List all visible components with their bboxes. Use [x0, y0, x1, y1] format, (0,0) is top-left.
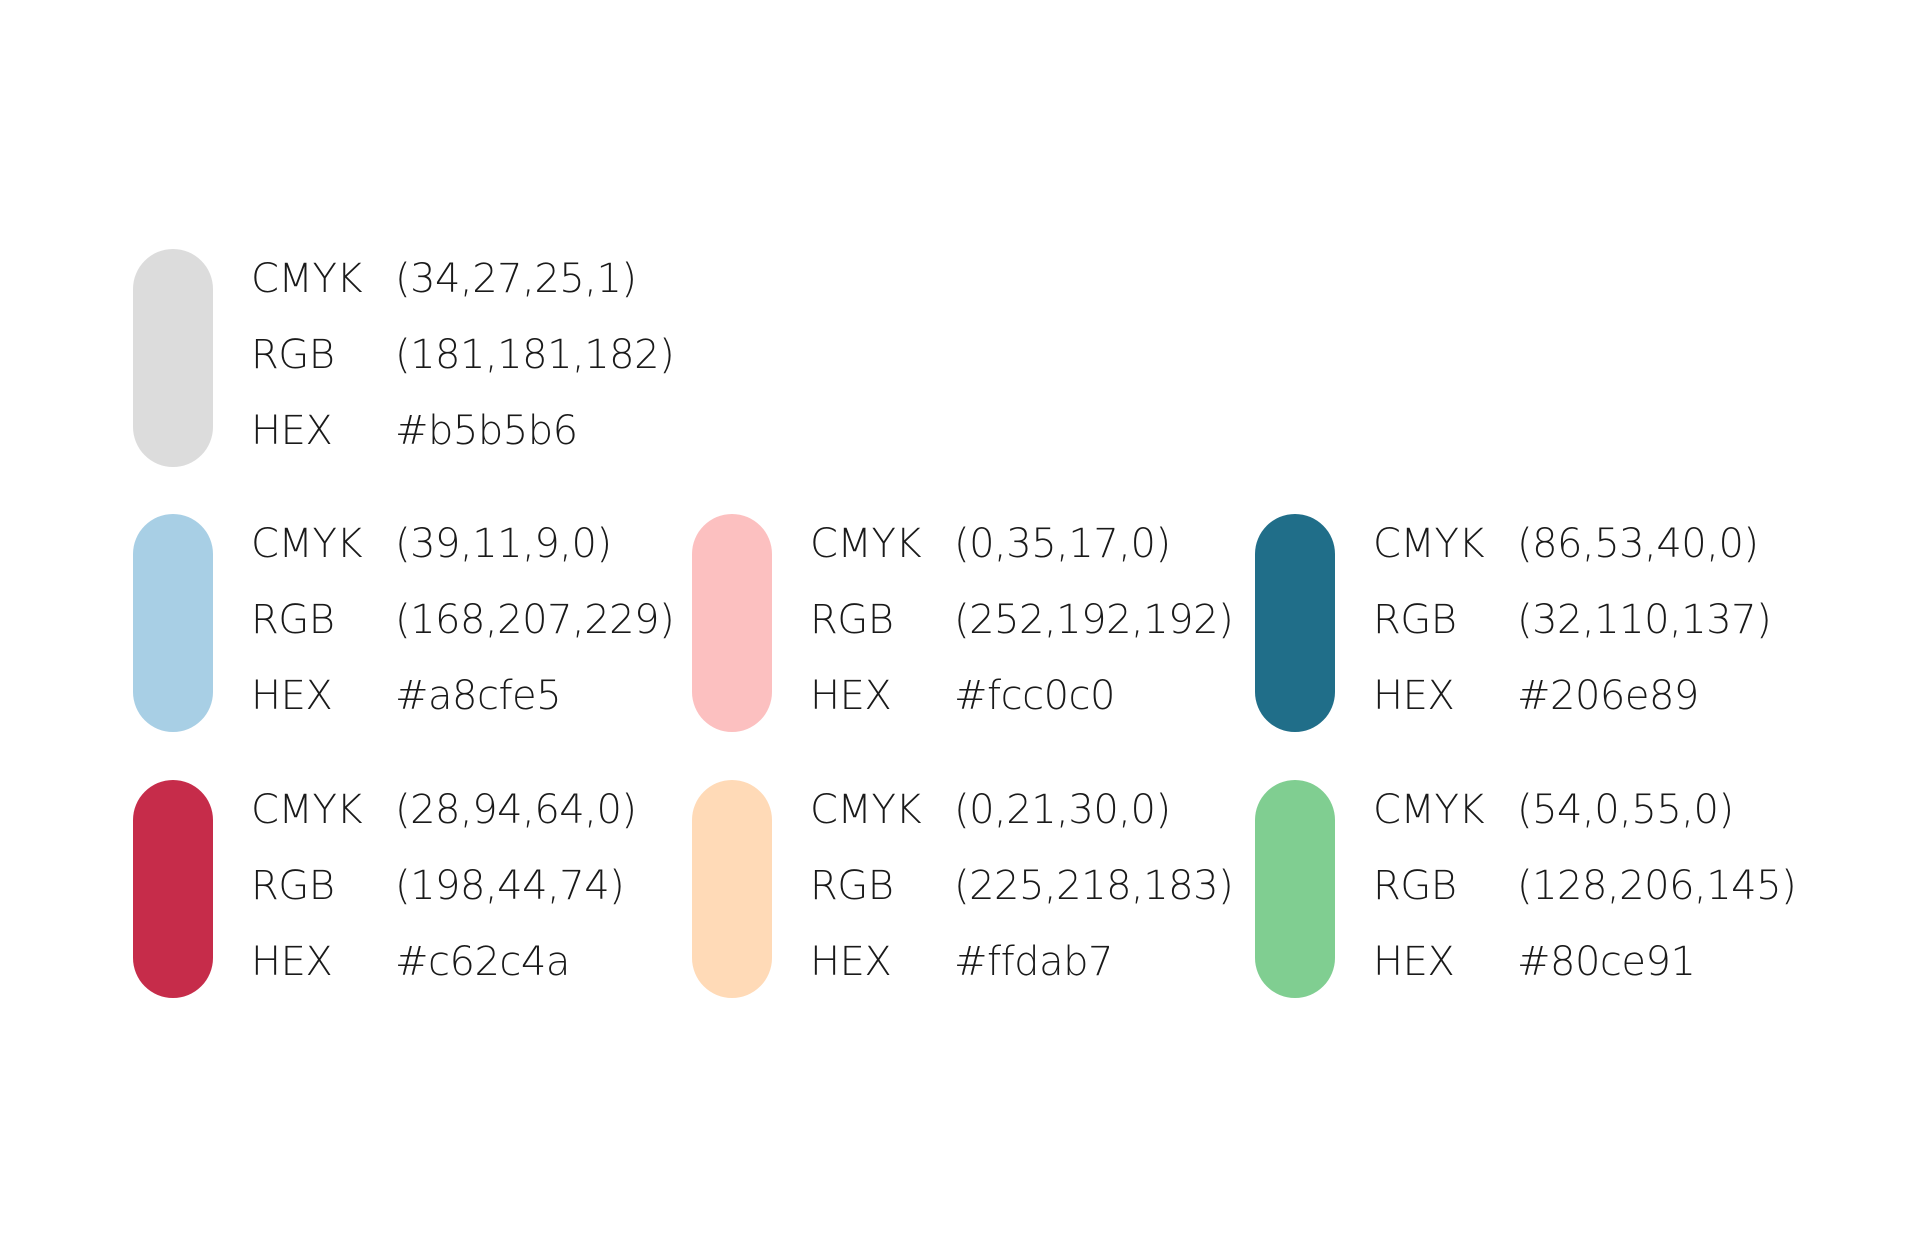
color-format-label: CMYK: [810, 787, 922, 833]
color-format-label: CMYK: [251, 521, 363, 567]
color-swatch: [692, 780, 772, 998]
color-value: #ffdab7: [954, 939, 1113, 985]
color-format-label: RGB: [251, 863, 335, 909]
color-swatch: [692, 514, 772, 732]
color-format-label: HEX: [1373, 939, 1455, 985]
color-value: (86,53,40,0): [1517, 521, 1759, 567]
color-value: #80ce91: [1517, 939, 1696, 985]
color-swatch: [133, 249, 213, 467]
color-value: #a8cfe5: [395, 673, 562, 719]
color-format-label: RGB: [810, 863, 894, 909]
color-value: (28,94,64,0): [395, 787, 637, 833]
color-value: (39,11,9,0): [395, 521, 612, 567]
color-value: (198,44,74): [395, 863, 625, 909]
color-value: (128,206,145): [1517, 863, 1797, 909]
color-value: (0,21,30,0): [954, 787, 1171, 833]
color-format-label: RGB: [1373, 863, 1457, 909]
color-format-label: CMYK: [1373, 787, 1485, 833]
color-value: (252,192,192): [954, 597, 1234, 643]
color-format-label: HEX: [251, 408, 333, 454]
color-value: #206e89: [1517, 673, 1699, 719]
color-swatch: [1255, 514, 1335, 732]
color-value: (0,35,17,0): [954, 521, 1171, 567]
color-format-label: HEX: [810, 673, 892, 719]
color-value: (34,27,25,1): [395, 256, 637, 302]
color-value: (181,181,182): [395, 332, 675, 378]
color-format-label: CMYK: [251, 787, 363, 833]
color-value: (168,207,229): [395, 597, 675, 643]
color-value: (225,218,183): [954, 863, 1234, 909]
color-format-label: HEX: [251, 673, 333, 719]
color-swatch: [133, 780, 213, 998]
color-format-label: CMYK: [810, 521, 922, 567]
color-value: (54,0,55,0): [1517, 787, 1734, 833]
color-format-label: RGB: [810, 597, 894, 643]
color-swatch: [1255, 780, 1335, 998]
color-swatch: [133, 514, 213, 732]
color-value: #c62c4a: [395, 939, 570, 985]
color-format-label: RGB: [251, 597, 335, 643]
color-format-label: HEX: [1373, 673, 1455, 719]
color-value: #b5b5b6: [395, 408, 578, 454]
color-value: (32,110,137): [1517, 597, 1772, 643]
color-format-label: CMYK: [251, 256, 363, 302]
color-format-label: HEX: [251, 939, 333, 985]
color-value: #fcc0c0: [954, 673, 1115, 719]
color-format-label: CMYK: [1373, 521, 1485, 567]
color-format-label: RGB: [251, 332, 335, 378]
color-format-label: RGB: [1373, 597, 1457, 643]
color-format-label: HEX: [810, 939, 892, 985]
